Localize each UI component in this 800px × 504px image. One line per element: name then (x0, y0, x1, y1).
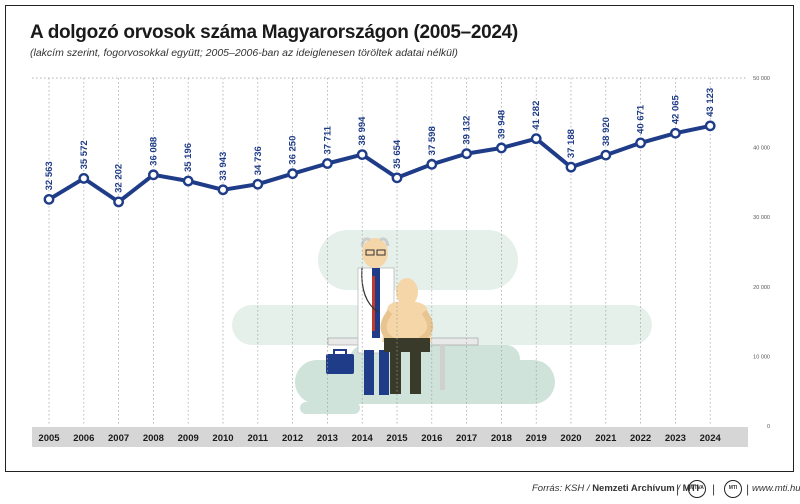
mtva-logo: MTVA (688, 480, 706, 498)
x-tick-label: 2009 (178, 433, 199, 444)
data-label: 37 188 (566, 129, 577, 158)
site-url: www.mti.hu (752, 483, 800, 494)
x-tick-label: 2005 (38, 433, 60, 444)
data-point (565, 161, 577, 173)
data-label: 37 711 (322, 125, 333, 154)
x-tick-label: 2011 (247, 433, 268, 444)
data-point (113, 196, 125, 208)
x-tick-label: 2010 (212, 433, 233, 444)
y-tick-label: 50 000 (753, 76, 770, 82)
data-label: 36 250 (288, 136, 299, 165)
x-tick-label: 2023 (665, 433, 686, 444)
data-point (217, 184, 229, 196)
data-point (426, 158, 438, 170)
x-tick-label: 2013 (317, 433, 338, 444)
data-point (287, 168, 298, 180)
data-label: 40 671 (636, 104, 647, 134)
source-text: Forrás: KSH / Nemzeti Archívum / MTI (532, 483, 699, 494)
chart-frame (5, 5, 794, 472)
data-point (147, 169, 159, 181)
x-tick-label: 2016 (421, 433, 442, 444)
x-tick-label: 2007 (108, 433, 129, 444)
data-label: 38 994 (357, 116, 368, 146)
y-tick-label: 30 000 (753, 215, 770, 221)
chart-gridlines (32, 77, 748, 426)
footer-separator: | (712, 482, 716, 496)
x-tick-label: 2024 (700, 433, 722, 444)
data-label: 39 132 (462, 116, 473, 145)
data-label: 43 123 (705, 88, 716, 117)
chart-subtitle: (lakcím szerint, fogorvosokkal együtt; 2… (30, 47, 458, 59)
data-point (356, 149, 368, 161)
x-tick-label: 2006 (73, 433, 94, 444)
x-tick-label: 2012 (282, 433, 303, 444)
data-point (182, 175, 194, 187)
data-points (43, 120, 716, 208)
data-label: 33 943 (218, 152, 229, 181)
x-tick-label: 2015 (386, 433, 408, 444)
mti-logo: MTI (724, 480, 742, 498)
x-axis-ticks: 2005 2006 2007 2008 2009 2010 2011 2012 2013 2014… (38, 433, 721, 444)
y-tick-label: 20 000 (753, 285, 770, 291)
data-point (530, 133, 542, 145)
data-point (321, 158, 333, 169)
y-tick-label: 0 (767, 424, 770, 430)
x-tick-label: 2008 (143, 433, 164, 444)
data-point (495, 142, 507, 154)
y-tick-label: 40 000 (753, 146, 770, 152)
data-label: 39 948 (496, 110, 507, 139)
x-tick-label: 2017 (456, 433, 477, 444)
data-label: 36 088 (148, 137, 159, 166)
footer-separator: | (746, 482, 750, 496)
data-label: 41 282 (531, 101, 542, 130)
data-point (391, 172, 403, 184)
footer-separator: | (676, 482, 680, 496)
data-label: 32 563 (44, 161, 55, 190)
data-point (600, 149, 612, 161)
x-tick-label: 2019 (526, 433, 547, 444)
data-point (461, 148, 472, 160)
y-tick-label: 10 000 (753, 354, 770, 360)
data-label: 42 065 (670, 94, 681, 124)
data-label: 35 654 (392, 139, 403, 169)
x-axis-band (32, 427, 748, 447)
data-labels: 32 563 35 572 32 202 36 088 35 196 33 943 34 7… (44, 88, 716, 193)
data-label: 37 598 (427, 126, 438, 155)
x-tick-label: 2018 (491, 433, 512, 444)
data-point (43, 193, 55, 205)
data-label: 34 736 (253, 146, 264, 175)
data-point (670, 127, 681, 139)
data-point (252, 178, 264, 190)
data-point (704, 120, 716, 132)
data-label: 35 572 (79, 140, 90, 169)
data-point (78, 173, 90, 184)
x-tick-label: 2014 (352, 433, 374, 444)
x-tick-label: 2020 (560, 433, 581, 444)
y-axis-ticks: 0 10 000 20 000 30 000 40 000 50 000 (753, 76, 770, 430)
data-point (635, 137, 646, 149)
doctor-patient-illustration (232, 230, 652, 414)
data-label: 35 196 (183, 143, 194, 172)
data-label: 32 202 (114, 164, 125, 193)
series-line (47, 123, 711, 204)
chart-title: A dolgozó orvosok száma Magyarországon (… (30, 22, 518, 43)
footer: Forrás: KSH / Nemzeti Archívum / MTI | M… (0, 476, 800, 504)
data-label: 38 920 (601, 117, 612, 146)
x-tick-label: 2021 (595, 433, 617, 444)
x-tick-label: 2022 (630, 433, 651, 444)
